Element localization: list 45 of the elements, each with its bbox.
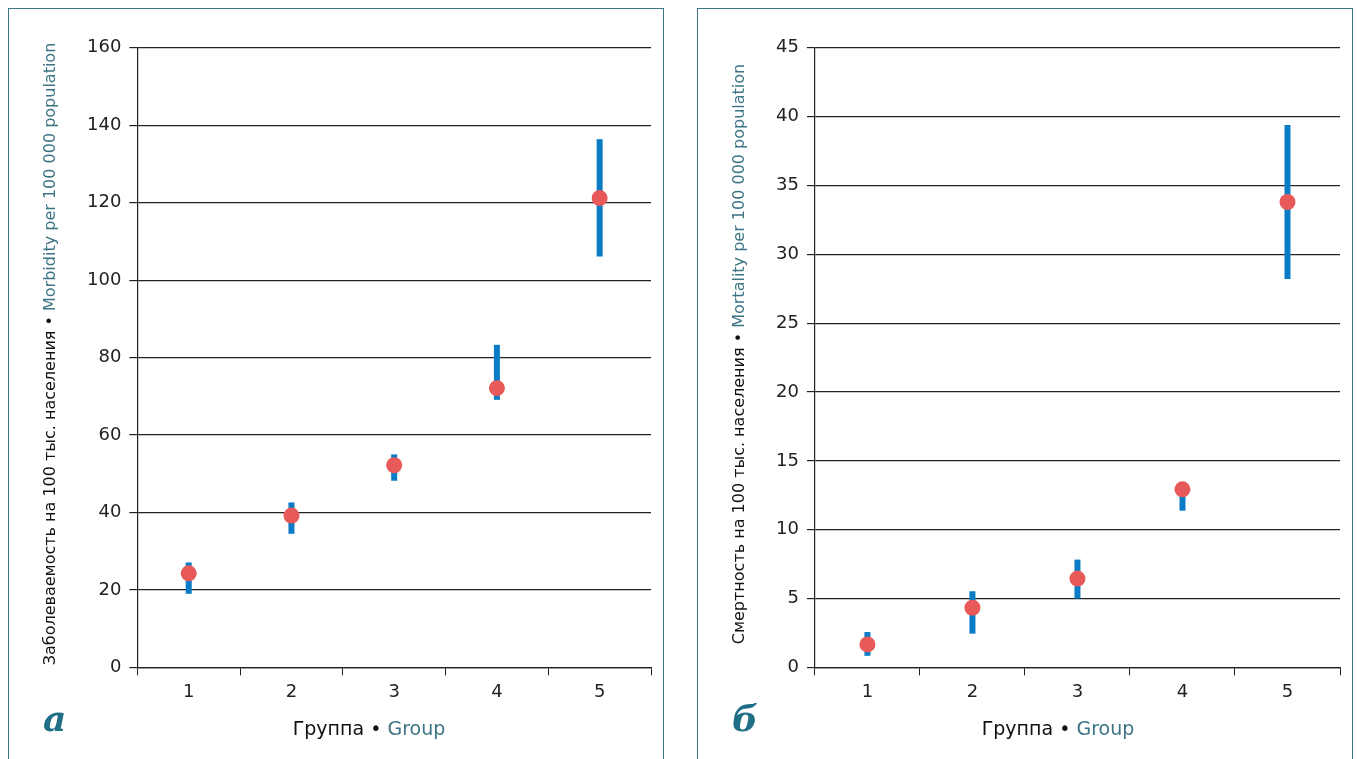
y-tick-label: 20 bbox=[776, 379, 799, 401]
x-axis-title: Группа • Group bbox=[980, 717, 1136, 739]
x-tick-label: 3 bbox=[1071, 679, 1084, 701]
y-tick-label: 5 bbox=[787, 586, 799, 608]
x-tick-label: 5 bbox=[593, 679, 606, 701]
y-tick-label: 45 bbox=[776, 35, 799, 57]
point bbox=[386, 457, 403, 474]
y-tick-label: 0 bbox=[787, 655, 799, 677]
y-tick-label: 80 bbox=[98, 345, 122, 367]
point bbox=[859, 636, 876, 653]
x-tick-label: 2 bbox=[285, 679, 298, 701]
x-tick-label: 4 bbox=[491, 679, 503, 701]
x-tick-label: 3 bbox=[388, 679, 400, 701]
text: а bbox=[43, 697, 67, 739]
y-axis-title: Заболеваемость на 100 тыс. населения • Morbidity per 100 000 population bbox=[39, 42, 59, 666]
y-tick-label: 0 bbox=[109, 655, 122, 677]
point bbox=[964, 599, 981, 616]
y-tick-label: 140 bbox=[87, 112, 122, 134]
y-tick-label: 120 bbox=[87, 190, 122, 212]
x-tick-label: 1 bbox=[861, 679, 874, 701]
y-axis-title: Смертность на 100 тыс. населения • Mortality per 100 000 population bbox=[728, 63, 748, 645]
point bbox=[488, 380, 505, 397]
y-tick-label: 30 bbox=[776, 242, 799, 264]
x-tick-label: 2 bbox=[966, 679, 979, 701]
y-tick-label: 15 bbox=[776, 448, 799, 470]
point bbox=[283, 507, 300, 524]
y-tick-label: 60 bbox=[98, 422, 122, 444]
point bbox=[1279, 194, 1296, 211]
y-tick-label: 10 bbox=[776, 517, 799, 539]
y-tick-label: 100 bbox=[87, 267, 122, 289]
y-tick-label: 35 bbox=[776, 173, 799, 195]
x-axis-title: Группа • Group bbox=[291, 717, 447, 739]
y-tick-label: 160 bbox=[87, 35, 122, 57]
point bbox=[1174, 481, 1191, 498]
point bbox=[1069, 570, 1086, 587]
y-tick-label: 40 bbox=[776, 104, 799, 126]
x-tick-label: 5 bbox=[1281, 679, 1294, 701]
point bbox=[180, 565, 197, 582]
y-tick-label: 40 bbox=[98, 500, 122, 522]
text: б bbox=[732, 697, 758, 739]
x-tick-label: 4 bbox=[1176, 679, 1189, 701]
y-tick-label: 25 bbox=[776, 310, 799, 332]
x-tick-label: 1 bbox=[182, 679, 195, 701]
point bbox=[591, 190, 608, 207]
y-tick-label: 20 bbox=[98, 577, 122, 599]
